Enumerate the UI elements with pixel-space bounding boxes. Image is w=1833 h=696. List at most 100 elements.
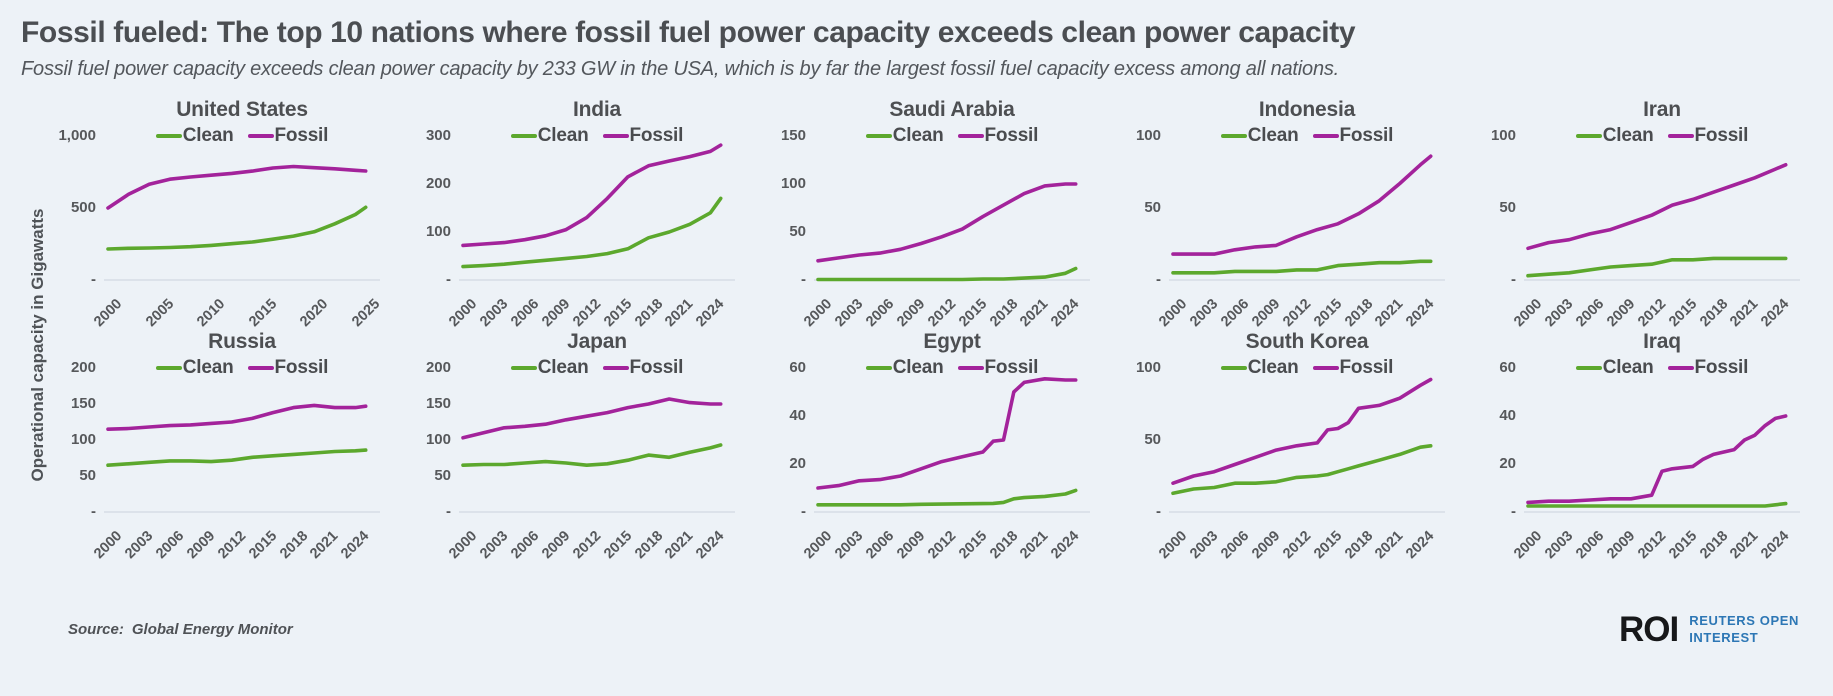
y-axis-tick: 50 <box>1144 199 1161 216</box>
fossil-line <box>1171 377 1433 485</box>
y-axis-tick: 40 <box>789 407 806 424</box>
chart-legend: Clean Fossil <box>459 125 735 147</box>
x-axis-tick: 2009 <box>183 528 219 563</box>
chart-title: Saudi Arabia <box>889 98 1015 121</box>
fossil-line <box>816 376 1078 490</box>
legend-fossil-label: Fossil <box>274 357 329 378</box>
y-axis-tick: 300 <box>425 127 451 144</box>
legend-fossil-label: Fossil <box>629 125 684 146</box>
y-axis-tick: 50 <box>789 223 806 240</box>
legend-item-fossil: Fossil <box>602 357 684 379</box>
fossil-line-swatch <box>1312 134 1339 138</box>
clean-line-swatch <box>1575 134 1602 138</box>
legend-fossil-label: Fossil <box>984 357 1039 378</box>
clean-line <box>816 266 1078 282</box>
legend-item-fossil: Fossil <box>1312 125 1394 147</box>
line-plot <box>1169 377 1445 513</box>
legend-fossil-label: Fossil <box>1694 125 1749 146</box>
clean-line-swatch <box>510 366 537 370</box>
legend-clean-label: Clean <box>182 357 234 378</box>
chart-cell: Saudi Arabia Clean Fossil 150 100 50 - 2000… <box>760 98 1115 330</box>
legend-clean-label: Clean <box>892 125 944 146</box>
chart-cell: India Clean Fossil 300 200 100 - 2000 2003 20… <box>405 98 760 330</box>
fossil-line <box>461 143 723 248</box>
line-plot <box>814 376 1090 513</box>
x-axis-tick: 2009 <box>1248 528 1284 563</box>
x-axis-tick: 2012 <box>214 528 250 563</box>
x-axis-tick: 2003 <box>832 528 867 563</box>
chart-cell: United States Clean Fossil 1,000 500 - 200… <box>50 98 405 330</box>
y-axis-tick: 100 <box>70 431 96 448</box>
x-axis-tick: 2012 <box>569 528 605 563</box>
legend-item-clean: Clean <box>1220 125 1299 147</box>
clean-line <box>1171 259 1433 275</box>
chart-legend: Clean Fossil <box>1524 357 1800 379</box>
fossil-line-swatch <box>602 366 629 370</box>
x-axis-tick: 2009 <box>1603 528 1639 563</box>
x-axis: 2000 2003 2006 2009 2012 2015 2018 2021 2024 <box>50 520 405 562</box>
roi-logo: ROI REUTERS OPEN INTEREST <box>1619 612 1799 647</box>
chart-title: Iran <box>1643 98 1681 121</box>
chart-cell: Iraq Clean Fossil 60 40 20- 2000 2003 2006 20… <box>1470 330 1825 562</box>
chart-legend: Clean Fossil <box>814 125 1090 147</box>
chart-legend: Clean Fossil <box>104 125 380 147</box>
clean-line-swatch <box>1220 134 1247 138</box>
y-axis-tick: - <box>1156 271 1161 288</box>
legend-item-clean: Clean <box>1220 357 1299 379</box>
clean-line-swatch <box>1575 366 1602 370</box>
legend-item-fossil: Fossil <box>957 125 1038 147</box>
clean-line <box>106 448 368 467</box>
clean-line <box>461 443 723 467</box>
fossil-line-swatch <box>247 134 274 138</box>
chart-cell: Egypt Clean Fossil 60 40 20- 2000 2003 2006 2… <box>760 330 1115 562</box>
chart-title: Iraq <box>1643 330 1681 353</box>
fossil-line <box>1526 414 1788 505</box>
x-axis-tick: 2006 <box>508 528 543 563</box>
x-axis: 2000 2003 2006 2009 2012 2015 2018 2021 2024 <box>405 288 760 330</box>
chart-cell: South Korea Clean Fossil 100 50 - 2000 2003… <box>1115 330 1470 562</box>
legend-item-fossil: Fossil <box>247 357 329 379</box>
legend-item-clean: Clean <box>1575 125 1654 147</box>
line-plot <box>104 403 380 513</box>
x-axis-tick: 2012 <box>924 528 960 563</box>
x-axis-tick: 2012 <box>1279 528 1315 563</box>
legend-fossil-label: Fossil <box>1339 125 1394 146</box>
legend-fossil-label: Fossil <box>1694 357 1749 378</box>
clean-line-swatch <box>1220 366 1247 370</box>
line-plot <box>814 182 1090 282</box>
x-axis-tick: 2006 <box>1573 528 1608 563</box>
legend-fossil-label: Fossil <box>274 125 329 146</box>
x-axis-tick: 2024 <box>693 528 728 563</box>
chart-title: Russia <box>208 330 276 353</box>
y-axis-tick: 50 <box>79 467 96 484</box>
roi-logo-line2: INTEREST <box>1689 629 1759 645</box>
legend-fossil-label: Fossil <box>629 357 684 378</box>
x-axis: 2000 2003 2006 2009 2012 2015 2018 2021 2024 <box>405 520 760 562</box>
y-axis-tick: - <box>1511 503 1516 520</box>
fossil-line-swatch <box>1667 366 1694 370</box>
charts-grid: United States Clean Fossil 1,000 500 - 200… <box>50 98 1825 562</box>
clean-line <box>816 488 1078 507</box>
chart-title: Japan <box>567 330 627 353</box>
page-subtitle: Fossil fuel power capacity exceeds clean… <box>21 57 1340 80</box>
x-axis-tick: 2000 <box>446 528 481 563</box>
clean-line <box>461 196 723 269</box>
y-axis-tick: - <box>1156 503 1161 520</box>
legend-item-fossil: Fossil <box>1667 357 1749 379</box>
chart-title: Indonesia <box>1258 98 1356 121</box>
x-axis: 2000 2003 2006 2009 2012 2015 2018 2021 2024 <box>1115 288 1470 330</box>
y-axis-tick: 40 <box>1499 407 1516 424</box>
legend-clean-label: Clean <box>1602 357 1654 378</box>
y-axis-tick: 100 <box>425 223 451 240</box>
chart-legend: Clean Fossil <box>104 357 380 379</box>
legend-clean-label: Clean <box>537 357 589 378</box>
y-axis-tick: 100 <box>1135 359 1161 376</box>
x-axis-tick: 2024 <box>338 528 373 563</box>
line-plot <box>104 164 380 281</box>
legend-item-fossil: Fossil <box>957 357 1039 379</box>
footer: Source: Global Energy Monitor ROI REUTERS… <box>0 612 1833 647</box>
chart-cell: Iran Clean Fossil 100 50 - 2000 2003 2006 200… <box>1470 98 1825 330</box>
line-plot <box>459 397 735 513</box>
legend-item-clean: Clean <box>510 357 589 379</box>
legend-item-fossil: Fossil <box>247 125 329 147</box>
